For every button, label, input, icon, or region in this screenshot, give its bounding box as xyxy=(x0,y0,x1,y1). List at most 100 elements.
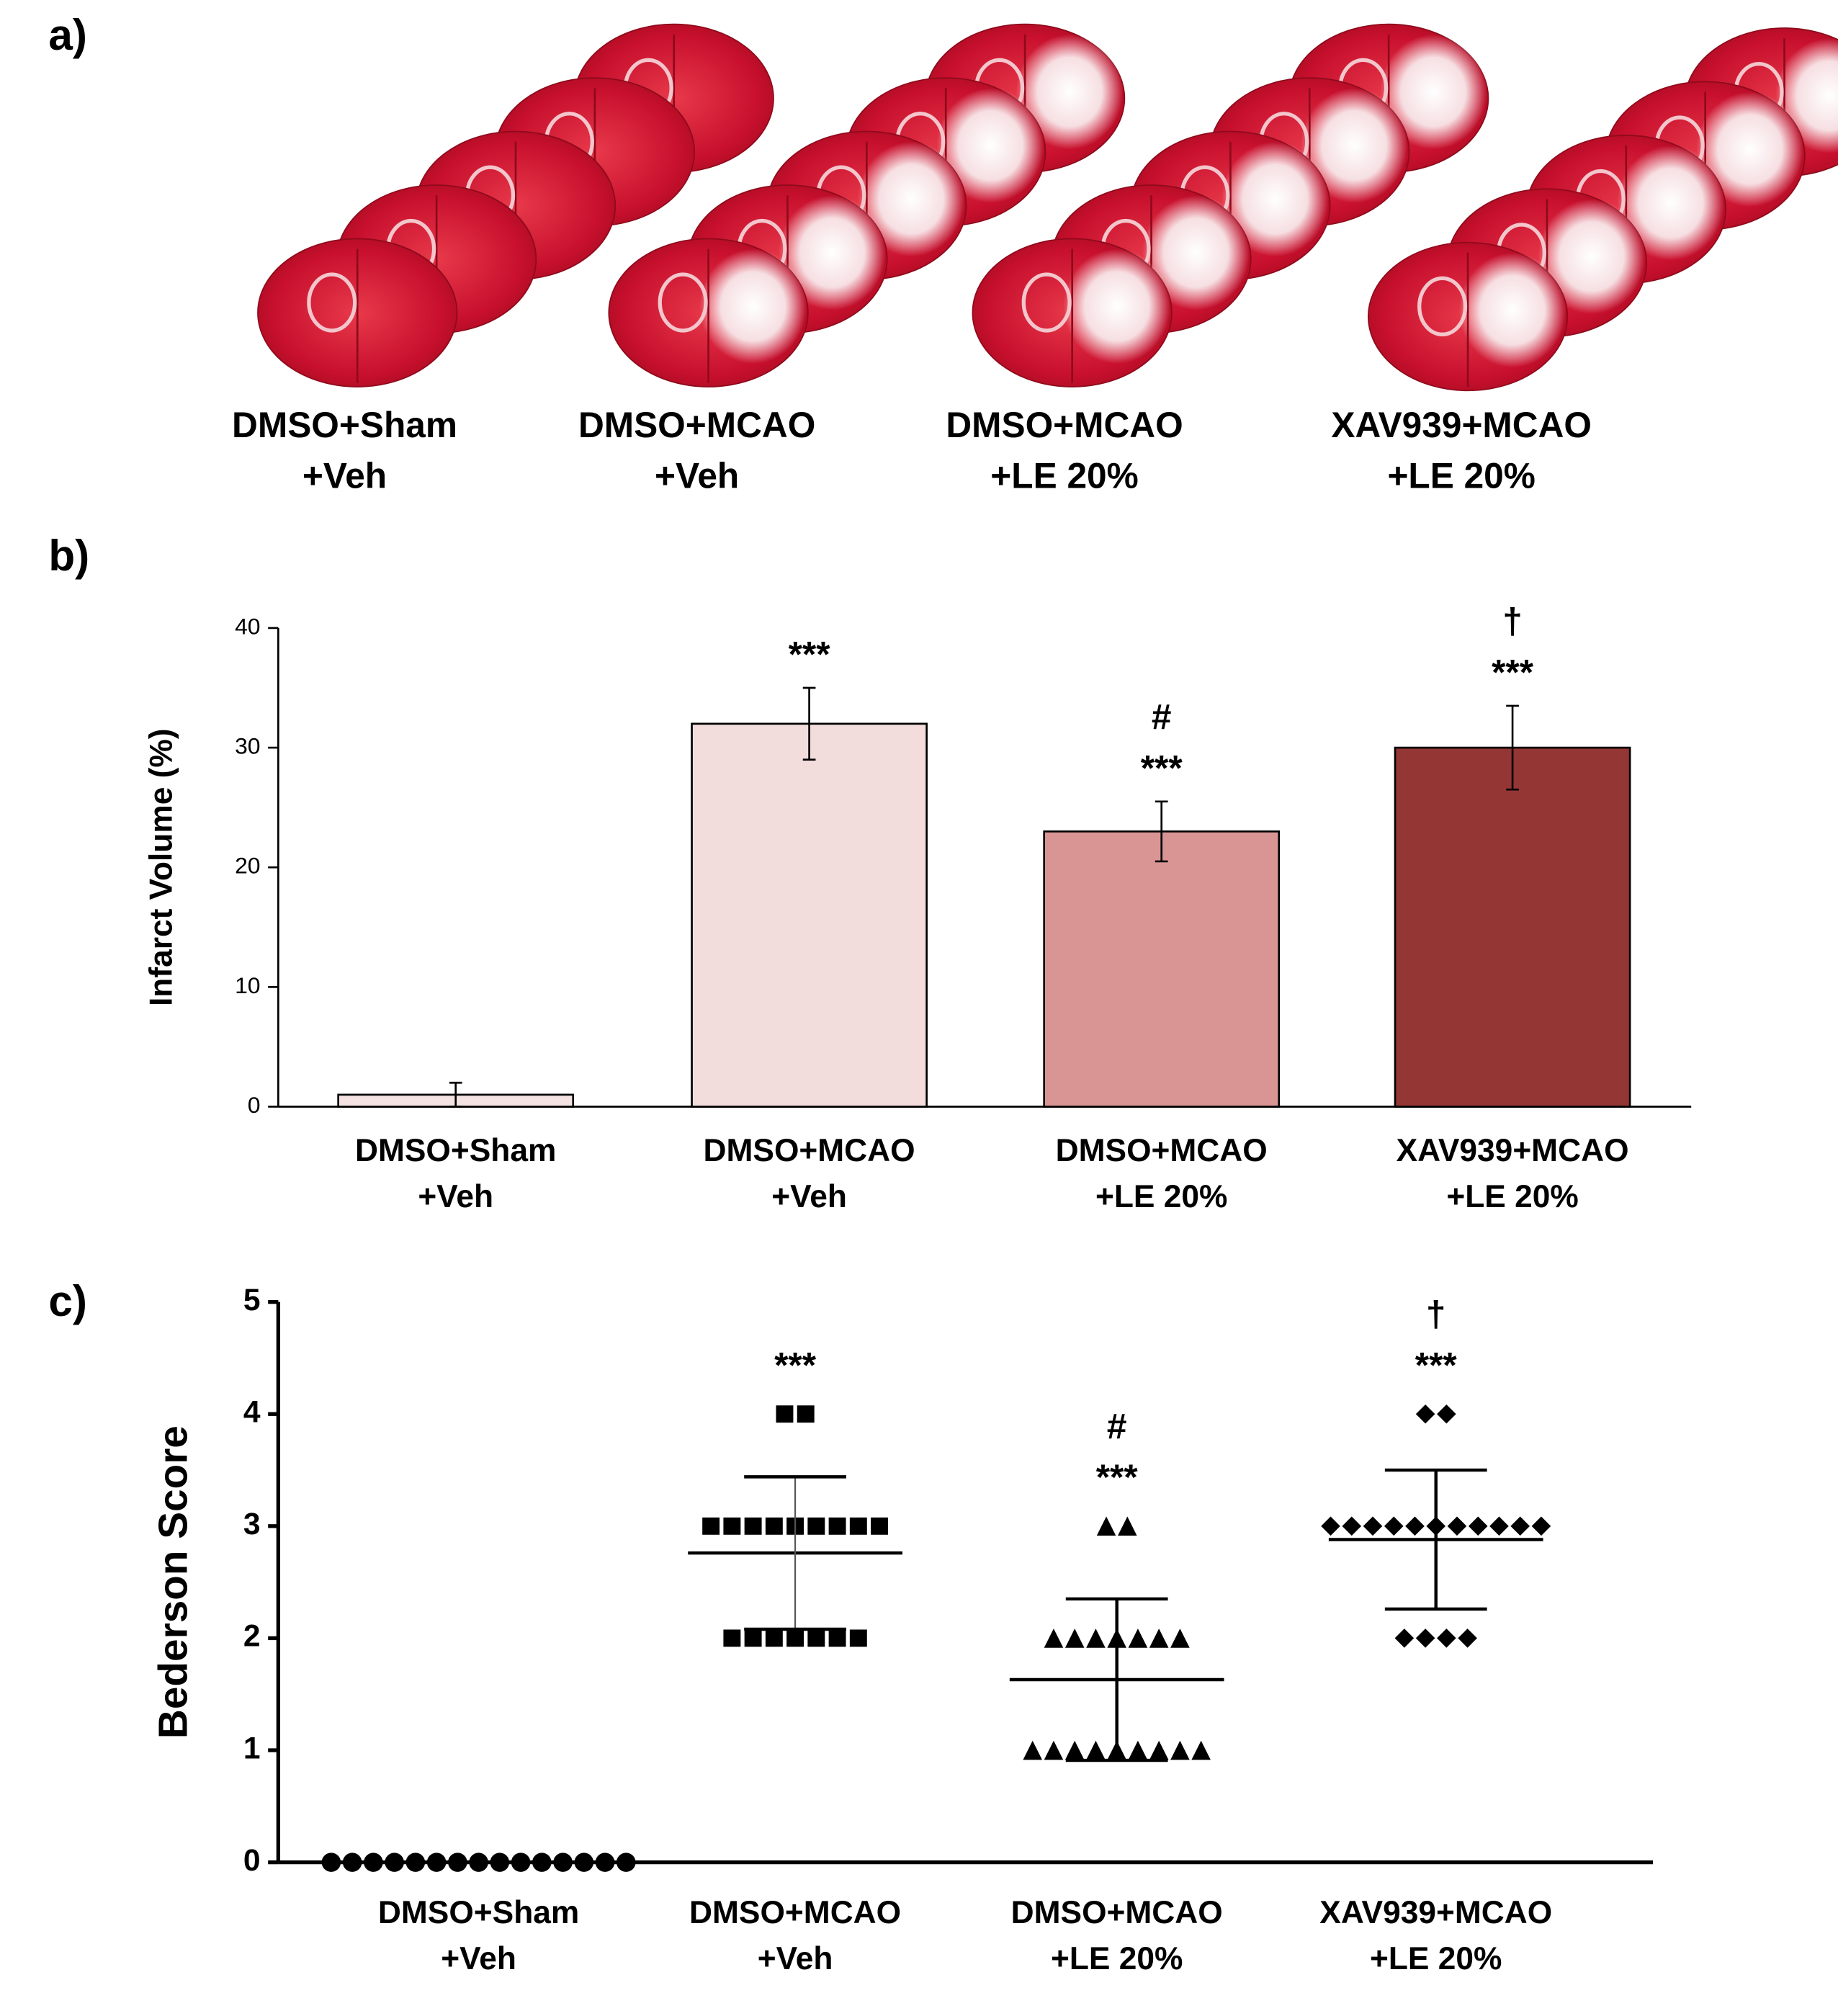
data-point xyxy=(1437,1404,1456,1424)
annotation: *** xyxy=(1096,1457,1139,1497)
y-axis-label: Bederson Score xyxy=(151,1425,197,1739)
data-point xyxy=(702,1517,720,1535)
data-point xyxy=(1086,1740,1106,1760)
infarct-region xyxy=(699,248,807,364)
data-point xyxy=(364,1853,383,1872)
y-tick-label: 3 xyxy=(243,1507,261,1541)
data-point xyxy=(511,1853,531,1872)
data-point xyxy=(1149,1740,1169,1760)
data-point xyxy=(776,1405,794,1423)
group-label: DMSO+MCAO xyxy=(578,405,815,445)
data-point xyxy=(574,1853,594,1872)
data-point xyxy=(1321,1516,1340,1536)
data-point xyxy=(553,1853,573,1872)
x-tick-label: +Veh xyxy=(771,1179,847,1214)
data-point xyxy=(1086,1629,1106,1648)
infarct-region xyxy=(1696,91,1804,207)
data-point xyxy=(1170,1740,1190,1760)
infarct-region xyxy=(1221,141,1329,257)
annotation: † xyxy=(1502,601,1523,642)
group-label: XAV939+MCAO xyxy=(1331,405,1592,445)
data-point xyxy=(1023,1740,1043,1760)
bar xyxy=(1043,830,1281,1108)
infarct-region xyxy=(1142,195,1250,310)
brain-slices xyxy=(257,23,1838,392)
annotation: *** xyxy=(1141,748,1183,788)
panel-label: a) xyxy=(48,10,87,59)
data-point xyxy=(1096,1516,1116,1536)
data-point xyxy=(1447,1516,1467,1536)
y-tick-label: 5 xyxy=(243,1283,261,1317)
annotation: # xyxy=(1152,697,1172,738)
data-point xyxy=(807,1629,825,1647)
x-tick-label: +Veh xyxy=(441,1941,516,1976)
data-point xyxy=(1489,1516,1509,1536)
data-point xyxy=(385,1853,404,1872)
data-point xyxy=(1405,1516,1425,1536)
y-tick-label: 10 xyxy=(235,972,260,998)
data-point xyxy=(1415,1629,1435,1648)
group-label: +LE 20% xyxy=(1387,456,1535,496)
data-point xyxy=(744,1629,762,1647)
x-tick-label: DMSO+Sham xyxy=(378,1895,579,1930)
data-point xyxy=(490,1853,510,1872)
data-point xyxy=(1128,1629,1148,1648)
x-tick-label: XAV939+MCAO xyxy=(1397,1133,1629,1168)
y-tick-label: 0 xyxy=(248,1092,261,1118)
x-tick-label: +Veh xyxy=(418,1179,493,1214)
infarct-region xyxy=(1538,199,1646,314)
annotation: *** xyxy=(789,635,831,675)
data-point xyxy=(765,1517,783,1535)
infarct-region xyxy=(1016,34,1124,150)
x-tick-label: DMSO+MCAO xyxy=(689,1895,901,1930)
infarct-region xyxy=(779,195,886,310)
data-point xyxy=(448,1853,467,1872)
data-point xyxy=(1149,1629,1169,1648)
x-tick-label: XAV939+MCAO xyxy=(1319,1895,1552,1930)
data-point xyxy=(1342,1516,1362,1536)
group-label: DMSO+Sham xyxy=(232,405,457,445)
annotation: # xyxy=(1107,1406,1127,1446)
data-point xyxy=(786,1629,804,1647)
data-point xyxy=(1128,1740,1148,1760)
data-point xyxy=(1531,1516,1551,1536)
data-point xyxy=(405,1853,426,1872)
data-point xyxy=(1384,1516,1404,1536)
brain-ventricle xyxy=(1417,276,1468,336)
brain-ventricle xyxy=(658,272,708,333)
annotation: *** xyxy=(1492,652,1534,692)
x-tick-label: DMSO+MCAO xyxy=(704,1133,915,1168)
y-tick-label: 4 xyxy=(243,1394,261,1429)
infarct-region xyxy=(936,88,1044,203)
data-point xyxy=(849,1517,867,1535)
data-point xyxy=(1363,1516,1383,1536)
x-tick-label: +LE 20% xyxy=(1446,1179,1578,1214)
data-point xyxy=(1064,1740,1085,1760)
data-point xyxy=(807,1517,825,1535)
data-point xyxy=(532,1853,552,1872)
brain-ventricle xyxy=(307,272,357,333)
data-point xyxy=(871,1517,889,1535)
data-point xyxy=(1468,1516,1488,1536)
data-point xyxy=(1510,1516,1530,1536)
data-point xyxy=(469,1853,488,1872)
annotation: *** xyxy=(774,1345,817,1386)
data-point xyxy=(849,1629,867,1647)
brain-ventricle xyxy=(1021,272,1072,333)
data-point xyxy=(797,1405,815,1423)
data-point xyxy=(1437,1629,1456,1648)
y-axis-label: Infarct Volume (%) xyxy=(144,728,179,1006)
x-tick-label: +LE 20% xyxy=(1051,1941,1183,1976)
annotation: *** xyxy=(1415,1345,1458,1386)
data-point xyxy=(1044,1629,1064,1648)
infarct-region xyxy=(1300,88,1408,203)
data-point xyxy=(1394,1629,1415,1648)
y-tick-label: 20 xyxy=(235,853,260,879)
group-label: +Veh xyxy=(655,456,739,496)
group-label: DMSO+MCAO xyxy=(946,405,1183,445)
data-point xyxy=(723,1629,741,1647)
data-point xyxy=(723,1517,741,1535)
annotation: † xyxy=(1426,1294,1446,1335)
data-point xyxy=(595,1853,615,1872)
